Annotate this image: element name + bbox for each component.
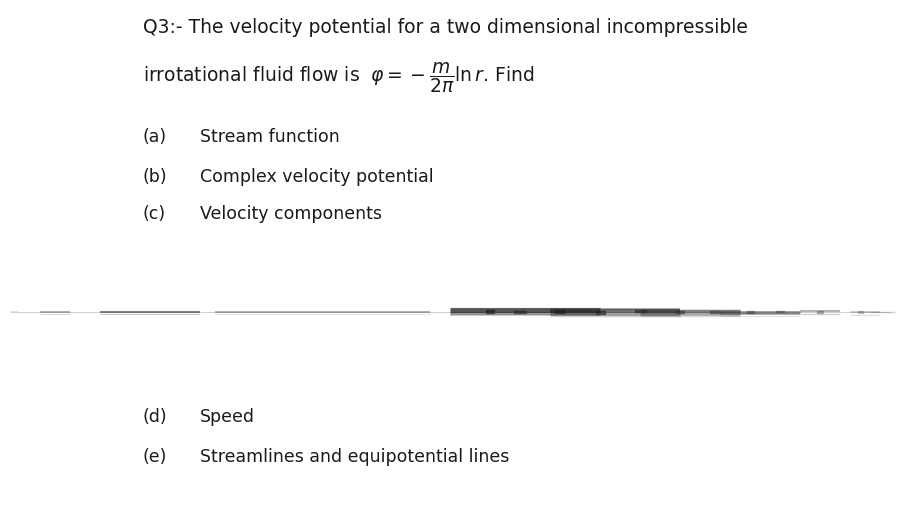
Text: Complex velocity potential: Complex velocity potential (200, 167, 434, 186)
Bar (514, 311, 526, 314)
Bar (817, 312, 823, 313)
Text: Stream function: Stream function (200, 128, 340, 146)
Bar (555, 310, 565, 313)
Bar (776, 311, 784, 313)
Text: (d): (d) (143, 407, 168, 425)
Bar (596, 311, 604, 314)
Text: (c): (c) (143, 205, 166, 222)
Text: (e): (e) (143, 447, 168, 465)
Bar (635, 310, 646, 313)
Bar (486, 310, 494, 313)
Text: Q3:- The velocity potential for a two dimensional incompressible: Q3:- The velocity potential for a two di… (143, 18, 748, 37)
Text: Streamlines and equipotential lines: Streamlines and equipotential lines (200, 447, 509, 465)
Text: Speed: Speed (200, 407, 255, 425)
Text: (b): (b) (143, 167, 168, 186)
Text: Velocity components: Velocity components (200, 205, 382, 222)
Bar (857, 312, 862, 313)
Text: irrotational fluid flow is  $\varphi = -\dfrac{m}{2\pi}\ln r$. Find: irrotational fluid flow is $\varphi = -\… (143, 60, 534, 95)
Bar (676, 311, 684, 314)
Bar (747, 312, 753, 314)
Bar (710, 311, 720, 313)
Text: (a): (a) (143, 128, 167, 146)
